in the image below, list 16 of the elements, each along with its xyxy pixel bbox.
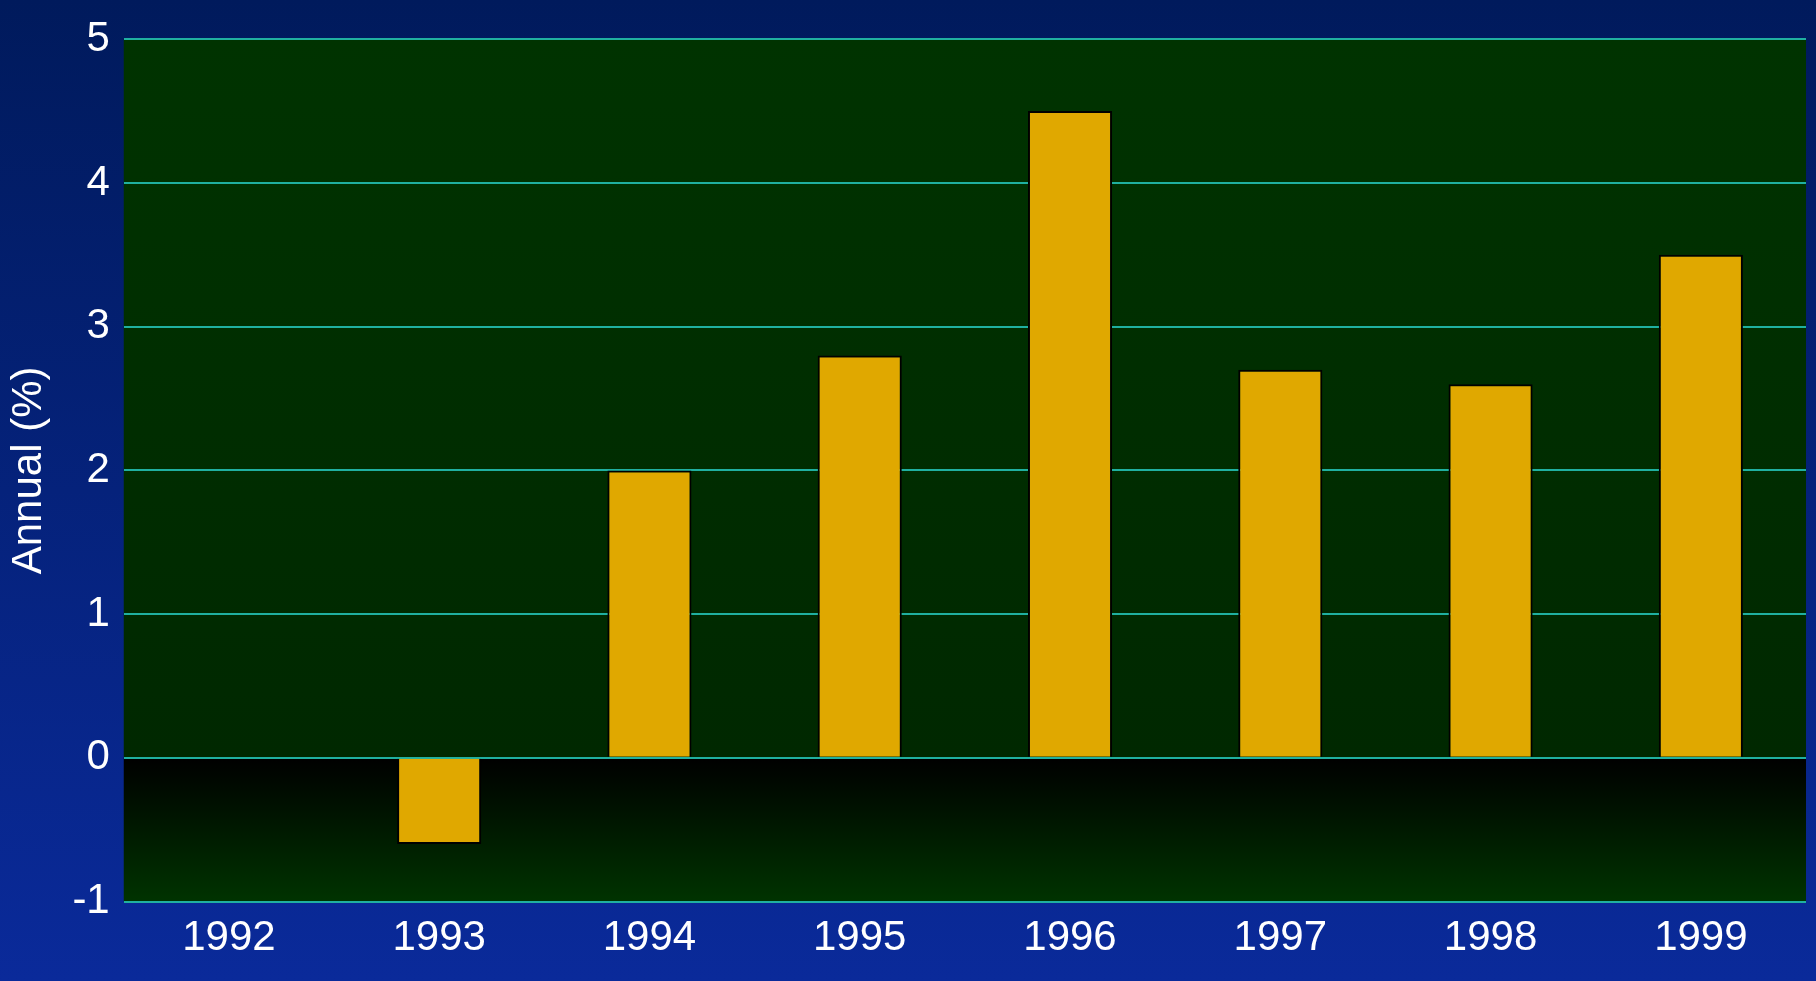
x-tick-label: 1996 [1023,912,1117,960]
x-tick-label: 1997 [1233,912,1328,960]
y-tick-label: -1 [72,875,110,923]
y-axis-title: Annual (%) [2,366,50,575]
x-tick-label: 1994 [602,912,697,960]
y-tick-label: 5 [86,12,110,60]
x-tick-label: 1998 [1443,912,1538,960]
x-tick-label: 1993 [392,912,486,960]
x-tick-label: 1999 [1654,912,1748,960]
x-tick-label: 1992 [182,912,276,960]
y-tick-label: 2 [86,443,110,491]
y-tick-label: 1 [86,587,110,635]
y-tick-label: 4 [86,156,110,204]
y-tick-label: 3 [86,300,110,348]
y-tick-label: 0 [86,731,110,779]
x-tick-label: 1995 [813,912,907,960]
